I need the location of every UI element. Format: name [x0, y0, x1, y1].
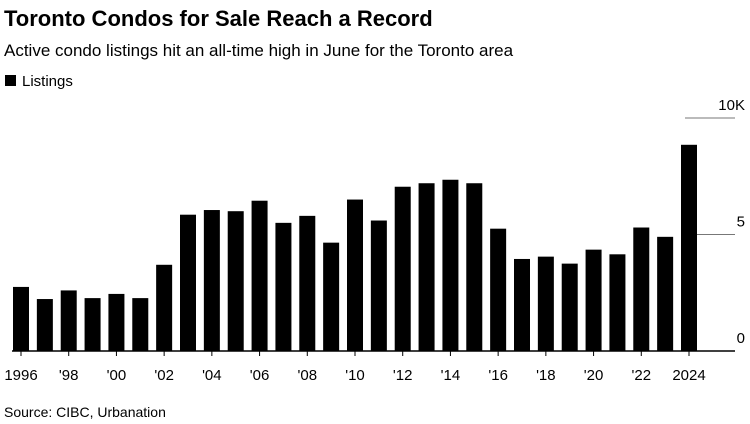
bar: [394, 186, 411, 351]
x-tick-label: '20: [584, 367, 604, 384]
x-tick-label: '10: [345, 367, 365, 384]
bar: [633, 227, 650, 351]
x-tick-label: '98: [59, 367, 79, 384]
bar: [84, 298, 101, 351]
bar: [490, 228, 507, 351]
y-tick-label: 10K: [718, 97, 745, 114]
bar: [251, 200, 268, 351]
bar: [681, 144, 697, 351]
y-tick-label: 0: [737, 330, 745, 347]
bar: [561, 263, 578, 351]
bar: [203, 210, 220, 351]
bar: [180, 214, 196, 351]
bar: [585, 249, 602, 351]
x-tick-label: '18: [536, 367, 556, 384]
x-tick-label: '14: [441, 367, 461, 384]
bar: [275, 222, 292, 351]
chart-subtitle: Active condo listings hit an all-time hi…: [4, 41, 514, 60]
x-tick-label: '02: [154, 367, 174, 384]
bar: [132, 298, 149, 351]
legend-swatch: [5, 75, 16, 86]
x-tick-label: '06: [250, 367, 270, 384]
bar: [156, 264, 173, 351]
bar: [657, 236, 674, 351]
bar: [347, 199, 363, 351]
x-tick-label: '16: [488, 367, 508, 384]
bar: [13, 286, 29, 351]
bar: [537, 256, 554, 351]
chart-title: Toronto Condos for Sale Reach a Record: [4, 6, 433, 31]
bar: [442, 179, 459, 351]
source: Source: CIBC, Urbanation: [4, 404, 166, 420]
x-tick-label: '08: [298, 367, 318, 384]
x-tick-label: 1996: [4, 367, 37, 384]
bar: [36, 299, 53, 351]
bar: [418, 183, 435, 351]
bar: [514, 258, 530, 351]
bar: [108, 293, 125, 351]
bar: [299, 215, 316, 351]
bar: [466, 183, 483, 351]
x-tick-label: '22: [632, 367, 652, 384]
bar: [323, 242, 340, 351]
x-tick-label: '12: [393, 367, 413, 384]
bar: [60, 290, 77, 351]
x-tick-label: '04: [202, 367, 222, 384]
x-tick-label: '00: [107, 367, 127, 384]
legend-label: Listings: [22, 73, 73, 90]
bar: [370, 220, 387, 351]
x-tick-label: 2024: [672, 367, 705, 384]
bar: [609, 254, 626, 351]
y-tick-label: 5: [737, 214, 745, 231]
bar: [227, 211, 244, 351]
